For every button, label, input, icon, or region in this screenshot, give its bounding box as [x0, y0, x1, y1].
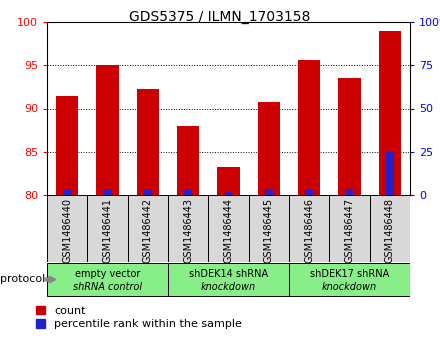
- Bar: [103, 189, 111, 195]
- Text: shDEK17 shRNA: shDEK17 shRNA: [310, 269, 389, 279]
- Text: GSM1486447: GSM1486447: [345, 198, 355, 264]
- Bar: [87, 195, 128, 262]
- Text: GSM1486440: GSM1486440: [62, 198, 72, 263]
- Bar: [289, 263, 410, 296]
- Bar: [47, 195, 87, 262]
- Bar: [96, 65, 119, 195]
- Text: GSM1486443: GSM1486443: [183, 198, 193, 263]
- Text: GSM1486445: GSM1486445: [264, 198, 274, 264]
- Bar: [338, 78, 361, 195]
- Bar: [386, 152, 394, 195]
- Text: GSM1486448: GSM1486448: [385, 198, 395, 263]
- Bar: [224, 192, 232, 195]
- Bar: [305, 189, 313, 195]
- Text: knockdown: knockdown: [201, 282, 256, 292]
- Bar: [258, 102, 280, 195]
- Bar: [370, 195, 410, 262]
- Text: protocol: protocol: [0, 274, 45, 285]
- Bar: [47, 263, 168, 296]
- Bar: [249, 195, 289, 262]
- Text: shRNA control: shRNA control: [73, 282, 142, 292]
- Bar: [168, 195, 208, 262]
- Text: shDEK14 shRNA: shDEK14 shRNA: [189, 269, 268, 279]
- Bar: [63, 189, 71, 195]
- Text: knockdown: knockdown: [322, 282, 377, 292]
- Text: GSM1486441: GSM1486441: [103, 198, 113, 263]
- Bar: [137, 89, 159, 195]
- Bar: [289, 195, 329, 262]
- Text: GDS5375 / ILMN_1703158: GDS5375 / ILMN_1703158: [129, 10, 311, 24]
- Bar: [184, 189, 192, 195]
- Text: empty vector: empty vector: [75, 269, 140, 279]
- Bar: [144, 189, 152, 195]
- Bar: [379, 30, 401, 195]
- Bar: [345, 189, 353, 195]
- Bar: [168, 263, 289, 296]
- Text: GSM1486444: GSM1486444: [224, 198, 234, 263]
- Bar: [208, 195, 249, 262]
- Bar: [177, 126, 199, 195]
- Bar: [265, 189, 273, 195]
- Bar: [329, 195, 370, 262]
- Bar: [298, 60, 320, 195]
- Text: GSM1486446: GSM1486446: [304, 198, 314, 263]
- Text: GSM1486442: GSM1486442: [143, 198, 153, 264]
- Bar: [56, 97, 78, 195]
- Bar: [217, 167, 240, 195]
- Legend: count, percentile rank within the sample: count, percentile rank within the sample: [37, 306, 242, 329]
- Bar: [128, 195, 168, 262]
